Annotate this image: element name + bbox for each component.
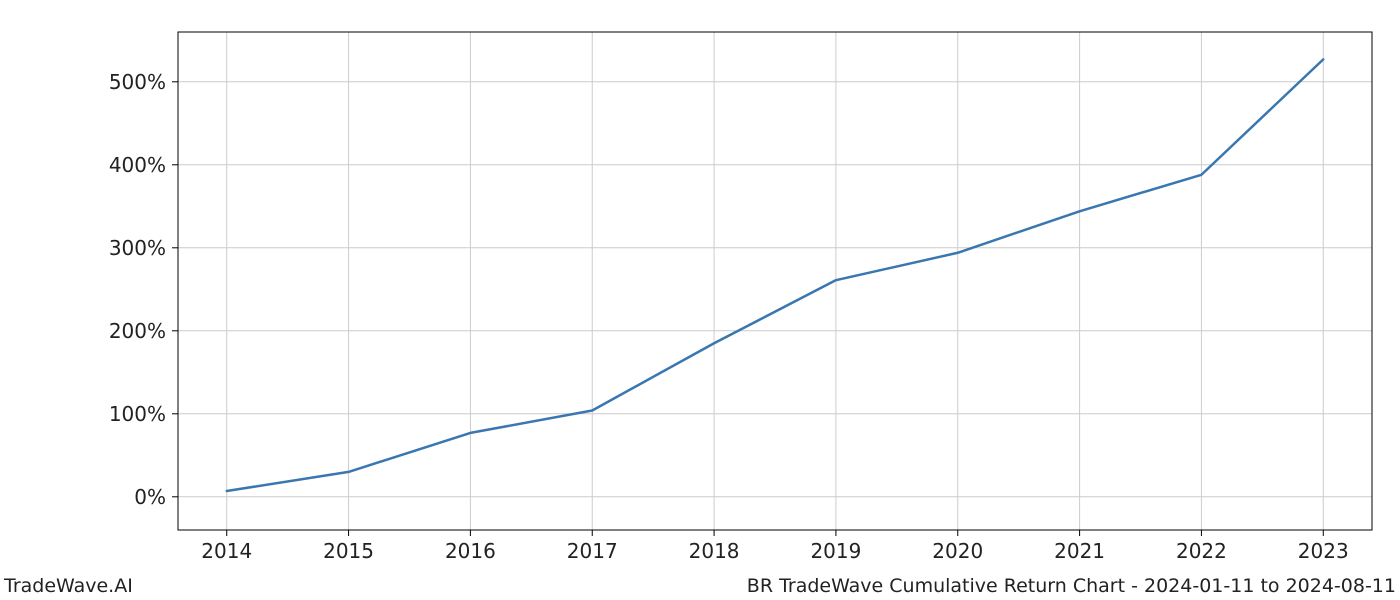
y-tick-label: 400%: [109, 153, 166, 177]
y-tick-label: 500%: [109, 70, 166, 94]
chart-container: 2014 2015 2016 2017 2018 2019 2020 2021 2022 2023…: [0, 0, 1400, 600]
x-tick-label: 2016: [445, 539, 496, 563]
x-tick-label: 2015: [323, 539, 374, 563]
chart-background: [0, 0, 1400, 600]
line-chart: 2014 2015 2016 2017 2018 2019 2020 2021 2022 2023…: [0, 0, 1400, 600]
x-tick-label: 2021: [1054, 539, 1105, 563]
x-tick-label: 2014: [201, 539, 252, 563]
y-tick-label: 200%: [109, 319, 166, 343]
footer-caption: BR TradeWave Cumulative Return Chart - 2…: [747, 575, 1396, 597]
x-tick-label: 2019: [810, 539, 861, 563]
x-tick-label: 2018: [689, 539, 740, 563]
y-tick-label: 300%: [109, 236, 166, 260]
y-tick-label: 0%: [134, 485, 166, 509]
x-tick-label: 2022: [1176, 539, 1227, 563]
x-tick-label: 2020: [932, 539, 983, 563]
x-tick-label: 2023: [1298, 539, 1349, 563]
footer-brand: TradeWave.AI: [3, 575, 133, 597]
y-tick-label: 100%: [109, 402, 166, 426]
x-tick-label: 2017: [567, 539, 618, 563]
